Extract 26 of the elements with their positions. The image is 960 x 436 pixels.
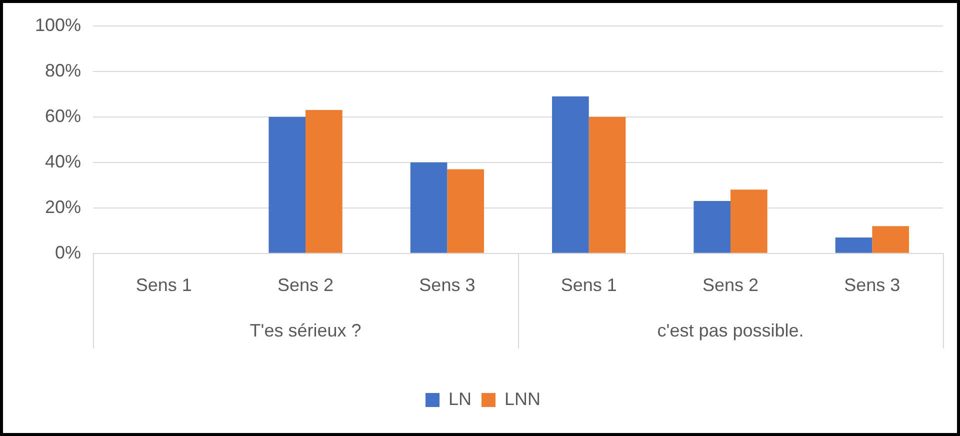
bar [835, 237, 872, 253]
y-tick-label: 0% [55, 242, 82, 262]
text: c'est pas possible. [657, 320, 804, 340]
bar [552, 96, 589, 253]
x-tick-label: Sens 2 [278, 275, 334, 296]
x-tick-label: Sens 3 [844, 275, 900, 296]
x-tick-label: Sens 1 [560, 275, 617, 296]
bar [306, 110, 342, 253]
text: T'es sérieux ? [250, 320, 362, 340]
bar [694, 201, 731, 253]
x-tick-label: Sens 1 [136, 275, 192, 296]
y-tick-label: 20% [45, 196, 82, 217]
y-tick-label: 60% [45, 106, 82, 126]
x-tick-label: Sens 3 [419, 275, 476, 296]
legend-label: LN [448, 388, 472, 409]
bar [588, 116, 626, 253]
bar [447, 169, 484, 253]
y-tick-label: 40% [45, 151, 82, 172]
bar [410, 162, 448, 253]
y-tick-label: 80% [45, 60, 82, 80]
bar [730, 190, 768, 253]
x-tick-label: Sens 2 [702, 275, 759, 296]
y-tick-label: 100% [34, 14, 82, 35]
legend-label: LNN [504, 388, 541, 409]
bar [268, 116, 306, 253]
bar [872, 226, 909, 253]
